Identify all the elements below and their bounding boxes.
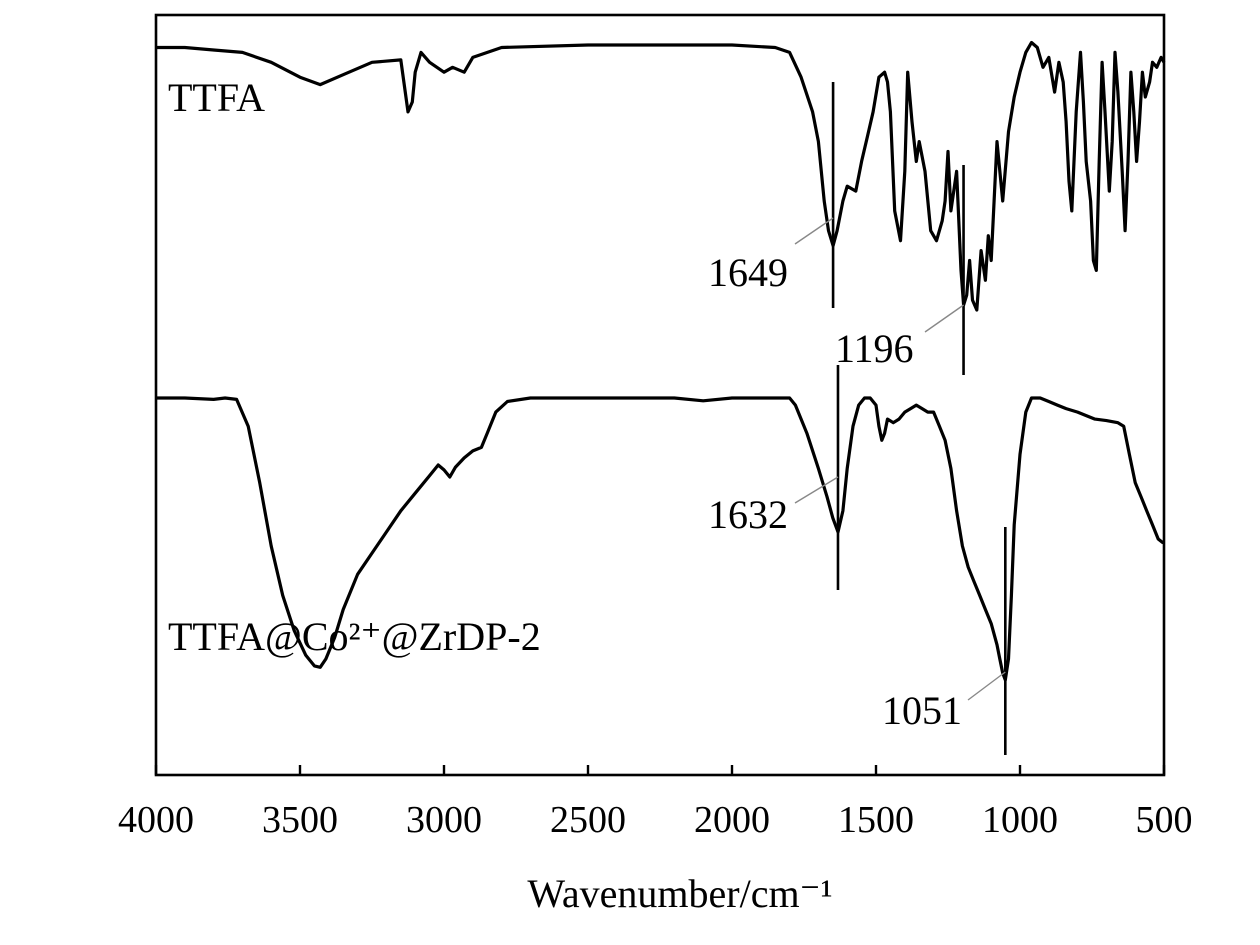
peak-label-1051: 1051: [882, 688, 962, 733]
series-line-ttfa-co-zrdp: [156, 396, 1165, 682]
x-tick-label-1000: 1000: [982, 799, 1058, 841]
peak-leader-1051: [967, 671, 1006, 701]
plot-frame: [154, 13, 1166, 777]
peak-markers: [794, 82, 1007, 755]
peak-label-1649: 1649: [708, 250, 788, 295]
x-tick-label-500: 500: [1136, 799, 1193, 841]
series-label-text: TTFA@Co²⁺@ZrDP-2: [168, 614, 541, 659]
series-line-ttfa: [156, 40, 1166, 312]
x-tick-label-3500: 3500: [262, 799, 338, 841]
peak-leader-1196: [924, 304, 964, 333]
x-tick-label-4000: 4000: [118, 799, 194, 841]
peak-label-1632: 1632: [708, 492, 788, 537]
series-label-ttfa: TTFA: [168, 75, 265, 120]
series-label-ttfa-co-zrdp: TTFA@Co²⁺@ZrDP-2: [168, 614, 541, 659]
x-axis-label: Wavenumber/cm⁻¹: [527, 871, 832, 916]
peak-leader-1649: [794, 217, 834, 245]
x-tick-label-2500: 2500: [550, 799, 626, 841]
x-tick-label-2000: 2000: [694, 799, 770, 841]
x-tick-label-1500: 1500: [838, 799, 914, 841]
series-group: [156, 40, 1166, 682]
peak-label-1196: 1196: [835, 326, 914, 371]
x-axis-ticks: 4000 3500 3000 2500 2000 1500 1000 500: [118, 765, 1193, 841]
x-tick-label-3000: 3000: [406, 799, 482, 841]
peak-leader-1632: [794, 476, 839, 504]
